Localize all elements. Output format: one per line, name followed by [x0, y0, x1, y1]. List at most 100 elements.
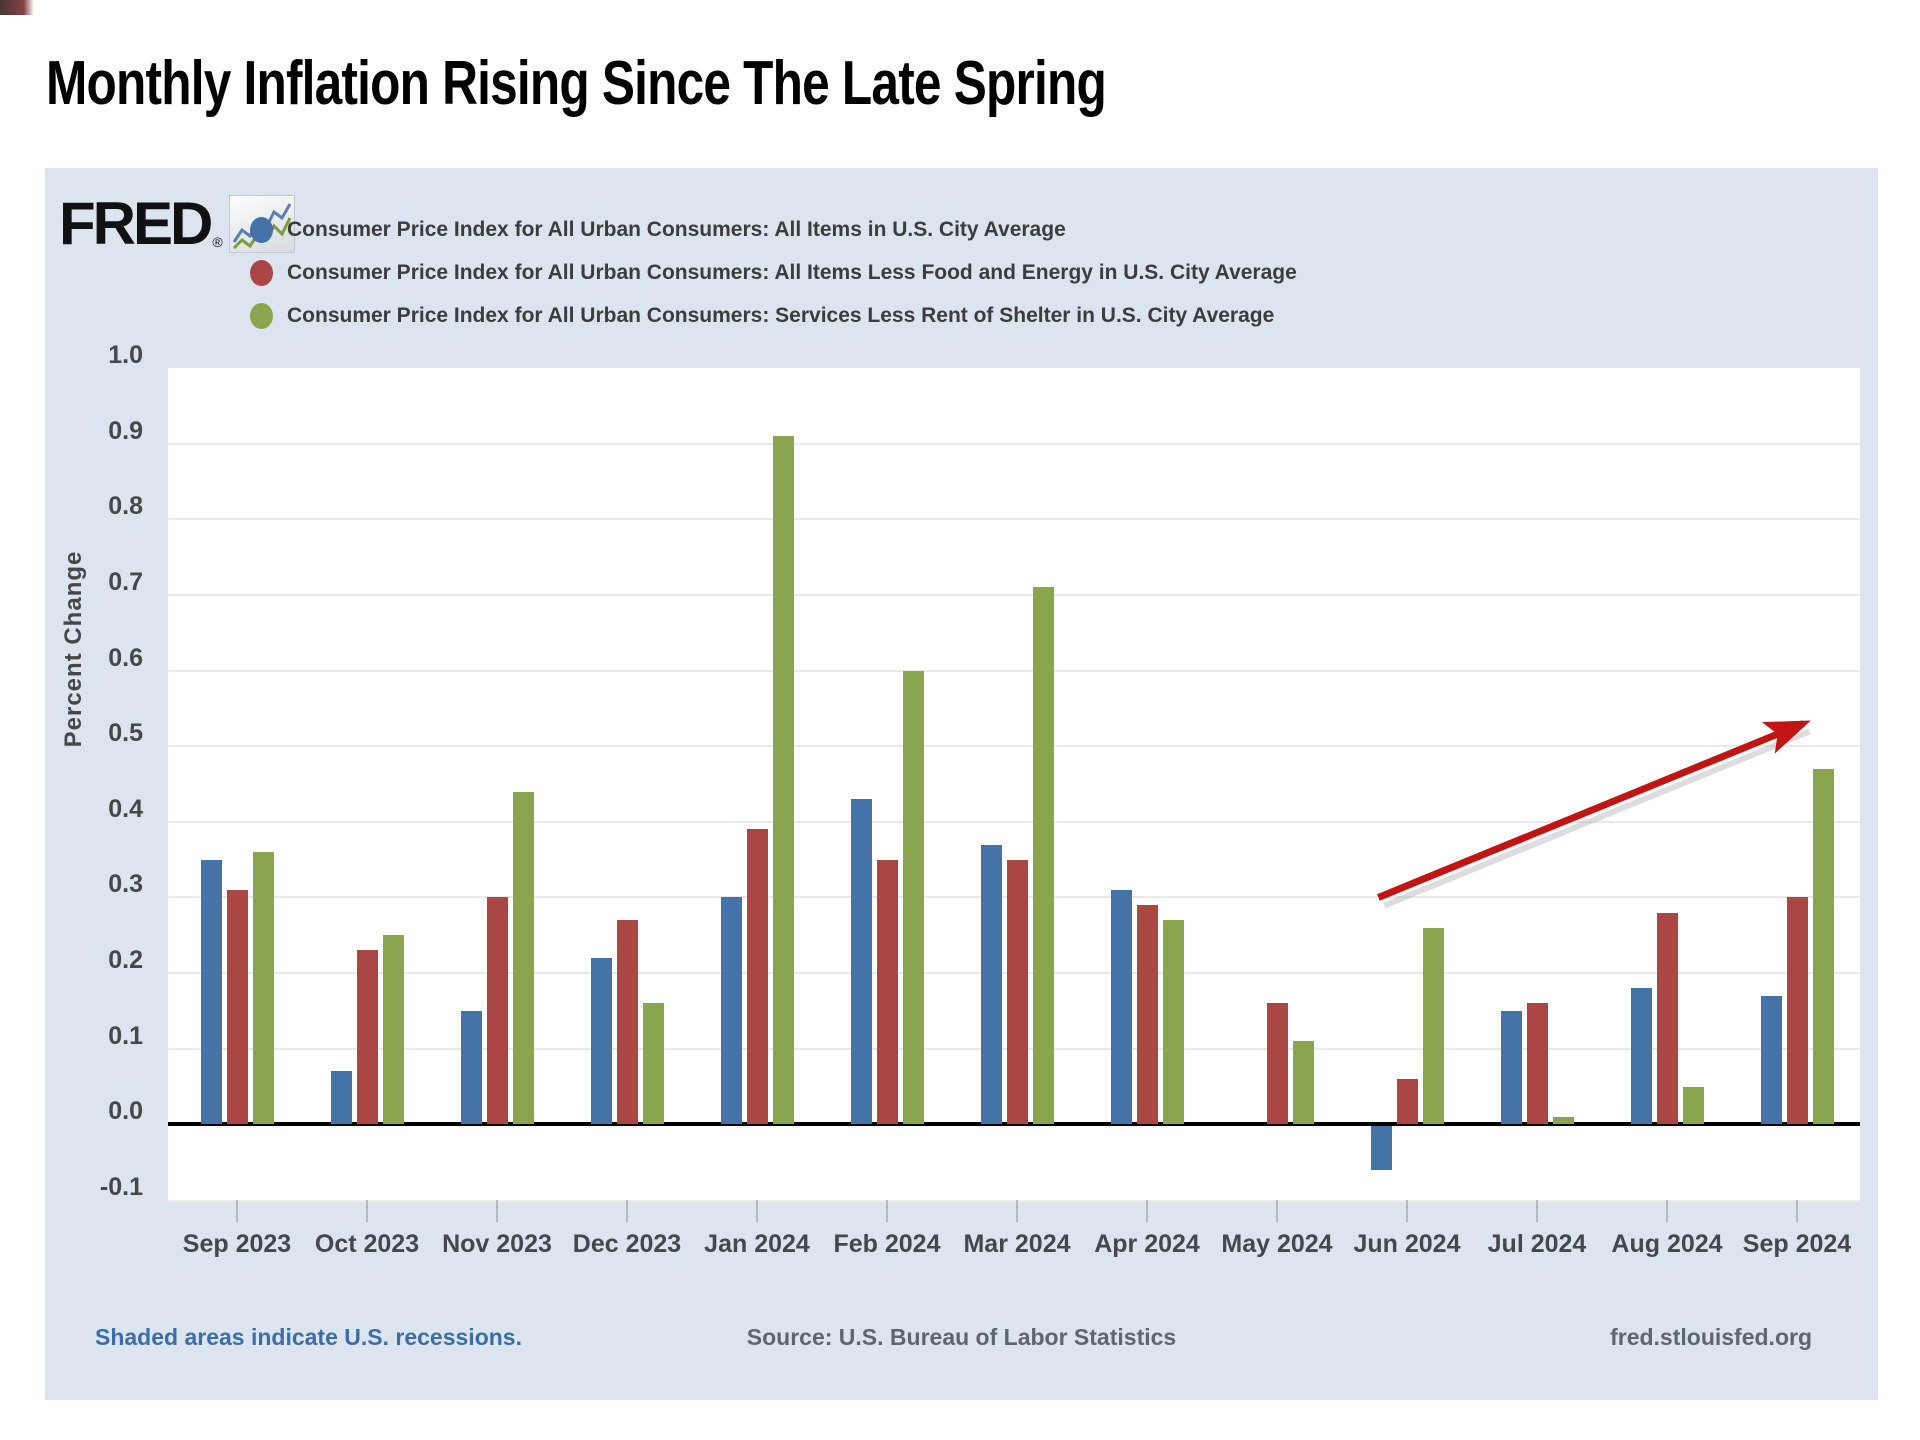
bar[interactable] — [330, 1071, 352, 1125]
x-tick-label: Nov 2023 — [442, 1230, 552, 1258]
bar[interactable] — [382, 935, 404, 1125]
recessions-link[interactable]: Shaded areas indicate U.S. recessions. — [95, 1324, 522, 1350]
bar[interactable] — [772, 436, 794, 1125]
bar[interactable] — [1032, 587, 1054, 1125]
bar[interactable] — [746, 829, 768, 1125]
x-tick-mark — [496, 1200, 498, 1222]
x-tick-label: Jun 2024 — [1353, 1230, 1461, 1258]
bar[interactable] — [1656, 912, 1678, 1125]
legend-label: Consumer Price Index for All Urban Consu… — [287, 260, 1297, 284]
y-tick-label: 0.9 — [108, 416, 143, 445]
y-tick-label: -0.1 — [99, 1173, 143, 1201]
bar[interactable] — [200, 859, 222, 1125]
bar[interactable] — [1396, 1078, 1418, 1125]
bar[interactable] — [590, 957, 612, 1125]
x-tick-label: Feb 2024 — [833, 1230, 941, 1258]
x-tick-label: May 2024 — [1221, 1230, 1333, 1258]
bar[interactable] — [1500, 1010, 1522, 1125]
legend-dot-icon — [250, 259, 273, 286]
bar[interactable] — [1162, 920, 1184, 1125]
y-tick-label: 0.8 — [108, 492, 143, 521]
y-tick-label: 0.5 — [108, 719, 143, 748]
bar[interactable] — [1266, 1003, 1288, 1125]
x-tick-label: Aug 2024 — [1611, 1230, 1723, 1258]
x-tick-label: Sep 2024 — [1742, 1230, 1852, 1258]
source-note: Source: U.S. Bureau of Labor Statistics — [746, 1324, 1177, 1350]
bar[interactable] — [616, 920, 638, 1125]
x-tick-label: Mar 2024 — [963, 1230, 1071, 1258]
bar[interactable] — [512, 791, 534, 1125]
x-tick-mark — [1796, 1200, 1798, 1222]
fred-url-link[interactable]: fred.stlouisfed.org — [1610, 1324, 1812, 1350]
bar[interactable] — [1760, 995, 1782, 1125]
bar[interactable] — [1292, 1041, 1314, 1125]
bar[interactable] — [486, 897, 508, 1125]
bar[interactable] — [1422, 927, 1444, 1125]
legend-dot-icon — [250, 216, 273, 243]
bar[interactable] — [1370, 1126, 1392, 1170]
bar[interactable] — [850, 799, 872, 1125]
legend-dot-icon — [250, 302, 273, 329]
x-tick-mark — [1146, 1200, 1148, 1222]
x-tick-mark — [756, 1200, 758, 1222]
corner-artifact — [0, 0, 34, 15]
gridline — [168, 442, 1860, 445]
page-title-text: Monthly Inflation Rising Since The Late … — [46, 49, 1107, 118]
fred-logo: FRED ® — [59, 192, 295, 256]
legend-label: Consumer Price Index for All Urban Consu… — [287, 217, 1066, 241]
plot-area — [168, 368, 1860, 1202]
fred-logo-text: FRED — [59, 190, 213, 257]
bar[interactable] — [1136, 905, 1158, 1125]
y-tick-label: 0.0 — [108, 1097, 143, 1126]
bar[interactable] — [1682, 1086, 1704, 1125]
legend: Consumer Price Index for All Urban Consu… — [250, 208, 1297, 337]
x-tick-mark — [626, 1200, 628, 1222]
legend-label: Consumer Price Index for All Urban Consu… — [287, 303, 1275, 327]
y-tick-label: 0.1 — [108, 1021, 143, 1050]
bar[interactable] — [1786, 897, 1808, 1125]
bar[interactable] — [902, 670, 924, 1125]
page-title: Monthly Inflation Rising Since The Late … — [46, 48, 1371, 119]
y-tick-label: 1.0 — [108, 341, 143, 369]
x-tick-mark — [1406, 1200, 1408, 1222]
zero-axis-line — [168, 1122, 1860, 1127]
registered-mark: ® — [212, 234, 223, 250]
y-tick-label: 0.7 — [108, 567, 143, 596]
legend-item[interactable]: Consumer Price Index for All Urban Consu… — [250, 208, 1297, 251]
bar[interactable] — [252, 852, 274, 1125]
x-tick-mark — [1276, 1200, 1278, 1222]
bar[interactable] — [642, 1003, 664, 1125]
bar[interactable] — [876, 859, 898, 1125]
gridline — [168, 518, 1860, 521]
bar[interactable] — [1630, 988, 1652, 1125]
gridline — [168, 820, 1860, 823]
bar[interactable] — [356, 950, 378, 1125]
y-tick-label: 0.2 — [108, 946, 143, 975]
x-tick-label: Jul 2024 — [1487, 1230, 1587, 1258]
x-tick-mark — [366, 1200, 368, 1222]
legend-item[interactable]: Consumer Price Index for All Urban Consu… — [250, 251, 1297, 294]
chart-footer: Shaded areas indicate U.S. recessions. S… — [45, 1324, 1878, 1356]
bar[interactable] — [1526, 1003, 1548, 1125]
legend-item[interactable]: Consumer Price Index for All Urban Consu… — [250, 294, 1297, 337]
bar[interactable] — [460, 1010, 482, 1125]
x-tick-mark — [236, 1200, 238, 1222]
bar[interactable] — [226, 889, 248, 1125]
x-tick-mark — [1536, 1200, 1538, 1222]
y-tick-label: 0.4 — [108, 794, 143, 823]
bar[interactable] — [1552, 1116, 1574, 1125]
bar[interactable] — [980, 844, 1002, 1125]
bar[interactable] — [1812, 768, 1834, 1125]
x-tick-mark — [1666, 1200, 1668, 1222]
bar[interactable] — [1110, 889, 1132, 1125]
y-tick-label: 0.6 — [108, 643, 143, 672]
bar[interactable] — [720, 897, 742, 1125]
x-tick-label: Apr 2024 — [1094, 1230, 1200, 1258]
fred-chart: FRED ® Consumer Price Index for All Urba… — [45, 168, 1878, 1400]
x-tick-mark — [1016, 1200, 1018, 1222]
gridline — [168, 745, 1860, 748]
bar[interactable] — [1006, 859, 1028, 1125]
gridline — [168, 669, 1860, 672]
x-tick-label: Oct 2023 — [314, 1230, 420, 1258]
